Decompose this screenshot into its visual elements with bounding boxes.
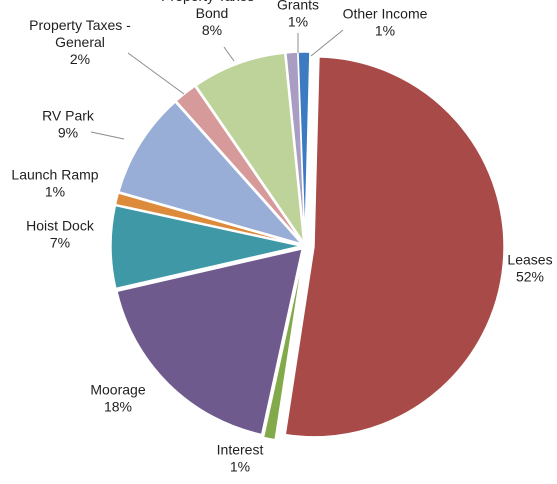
- data-label-property-taxes-general: Property Taxes -General 2%: [29, 17, 131, 67]
- data-label-moorage: Moorage 18%: [90, 382, 145, 415]
- percent-label: 52%: [516, 269, 544, 285]
- category-label: Property Taxes -: [161, 0, 263, 4]
- pie-slice-leases: [284, 56, 505, 438]
- data-label-grants: Grants 1%: [277, 0, 319, 30]
- category-label: Launch Ramp: [11, 167, 98, 183]
- pie-slice-hoist-dock: [110, 204, 302, 290]
- category-label: Property Taxes -: [29, 17, 131, 33]
- percent-label: 9%: [58, 125, 78, 141]
- labels-layer: Leases 52%Interest 1%Moorage 18%Hoist Dock 7…: [11, 0, 552, 475]
- pie-slice-property-taxes-bond: [194, 52, 305, 243]
- category-label: Bond: [196, 5, 229, 21]
- leader-lines-layer: [90, 29, 344, 140]
- leader-line-property-taxes-general: [127, 52, 185, 95]
- category-label: Leases: [507, 252, 552, 268]
- category-label: Hoist Dock: [26, 218, 95, 234]
- category-label: General: [55, 34, 105, 50]
- data-label-launch-ramp: Launch Ramp 1%: [11, 167, 98, 200]
- percent-label: 7%: [50, 235, 70, 251]
- pie-slice-rv-park: [117, 100, 304, 246]
- percent-label: 1%: [230, 459, 250, 475]
- category-label: Interest: [217, 442, 264, 458]
- data-label-other-income: Other Income 1%: [343, 6, 428, 39]
- percent-label: 1%: [375, 23, 395, 39]
- data-label-rv-park: RV Park 9%: [42, 108, 95, 141]
- percent-label: 18%: [104, 399, 132, 415]
- data-label-leases: Leases 52%: [507, 252, 552, 285]
- category-label: Grants: [277, 0, 319, 13]
- pie-slice-moorage: [116, 247, 304, 436]
- data-label-interest: Interest 1%: [217, 442, 264, 475]
- category-label: Moorage: [90, 382, 145, 398]
- percent-label: 8%: [202, 22, 222, 38]
- category-label: Other Income: [343, 6, 428, 22]
- leader-line-rv-park: [90, 131, 125, 140]
- percent-label: 1%: [288, 14, 308, 30]
- percent-label: 1%: [45, 184, 65, 200]
- leader-line-other-income: [310, 29, 344, 57]
- pie-slice-launch-ramp: [114, 192, 302, 246]
- data-label-hoist-dock: Hoist Dock 7%: [26, 218, 95, 251]
- slices-layer: [110, 51, 505, 441]
- leader-line-property-taxes-bond: [223, 46, 235, 62]
- category-label: RV Park: [42, 108, 95, 124]
- pie-slice-property-taxes-general: [175, 85, 304, 244]
- pie-slice-interest: [262, 251, 305, 441]
- percent-label: 2%: [70, 51, 90, 67]
